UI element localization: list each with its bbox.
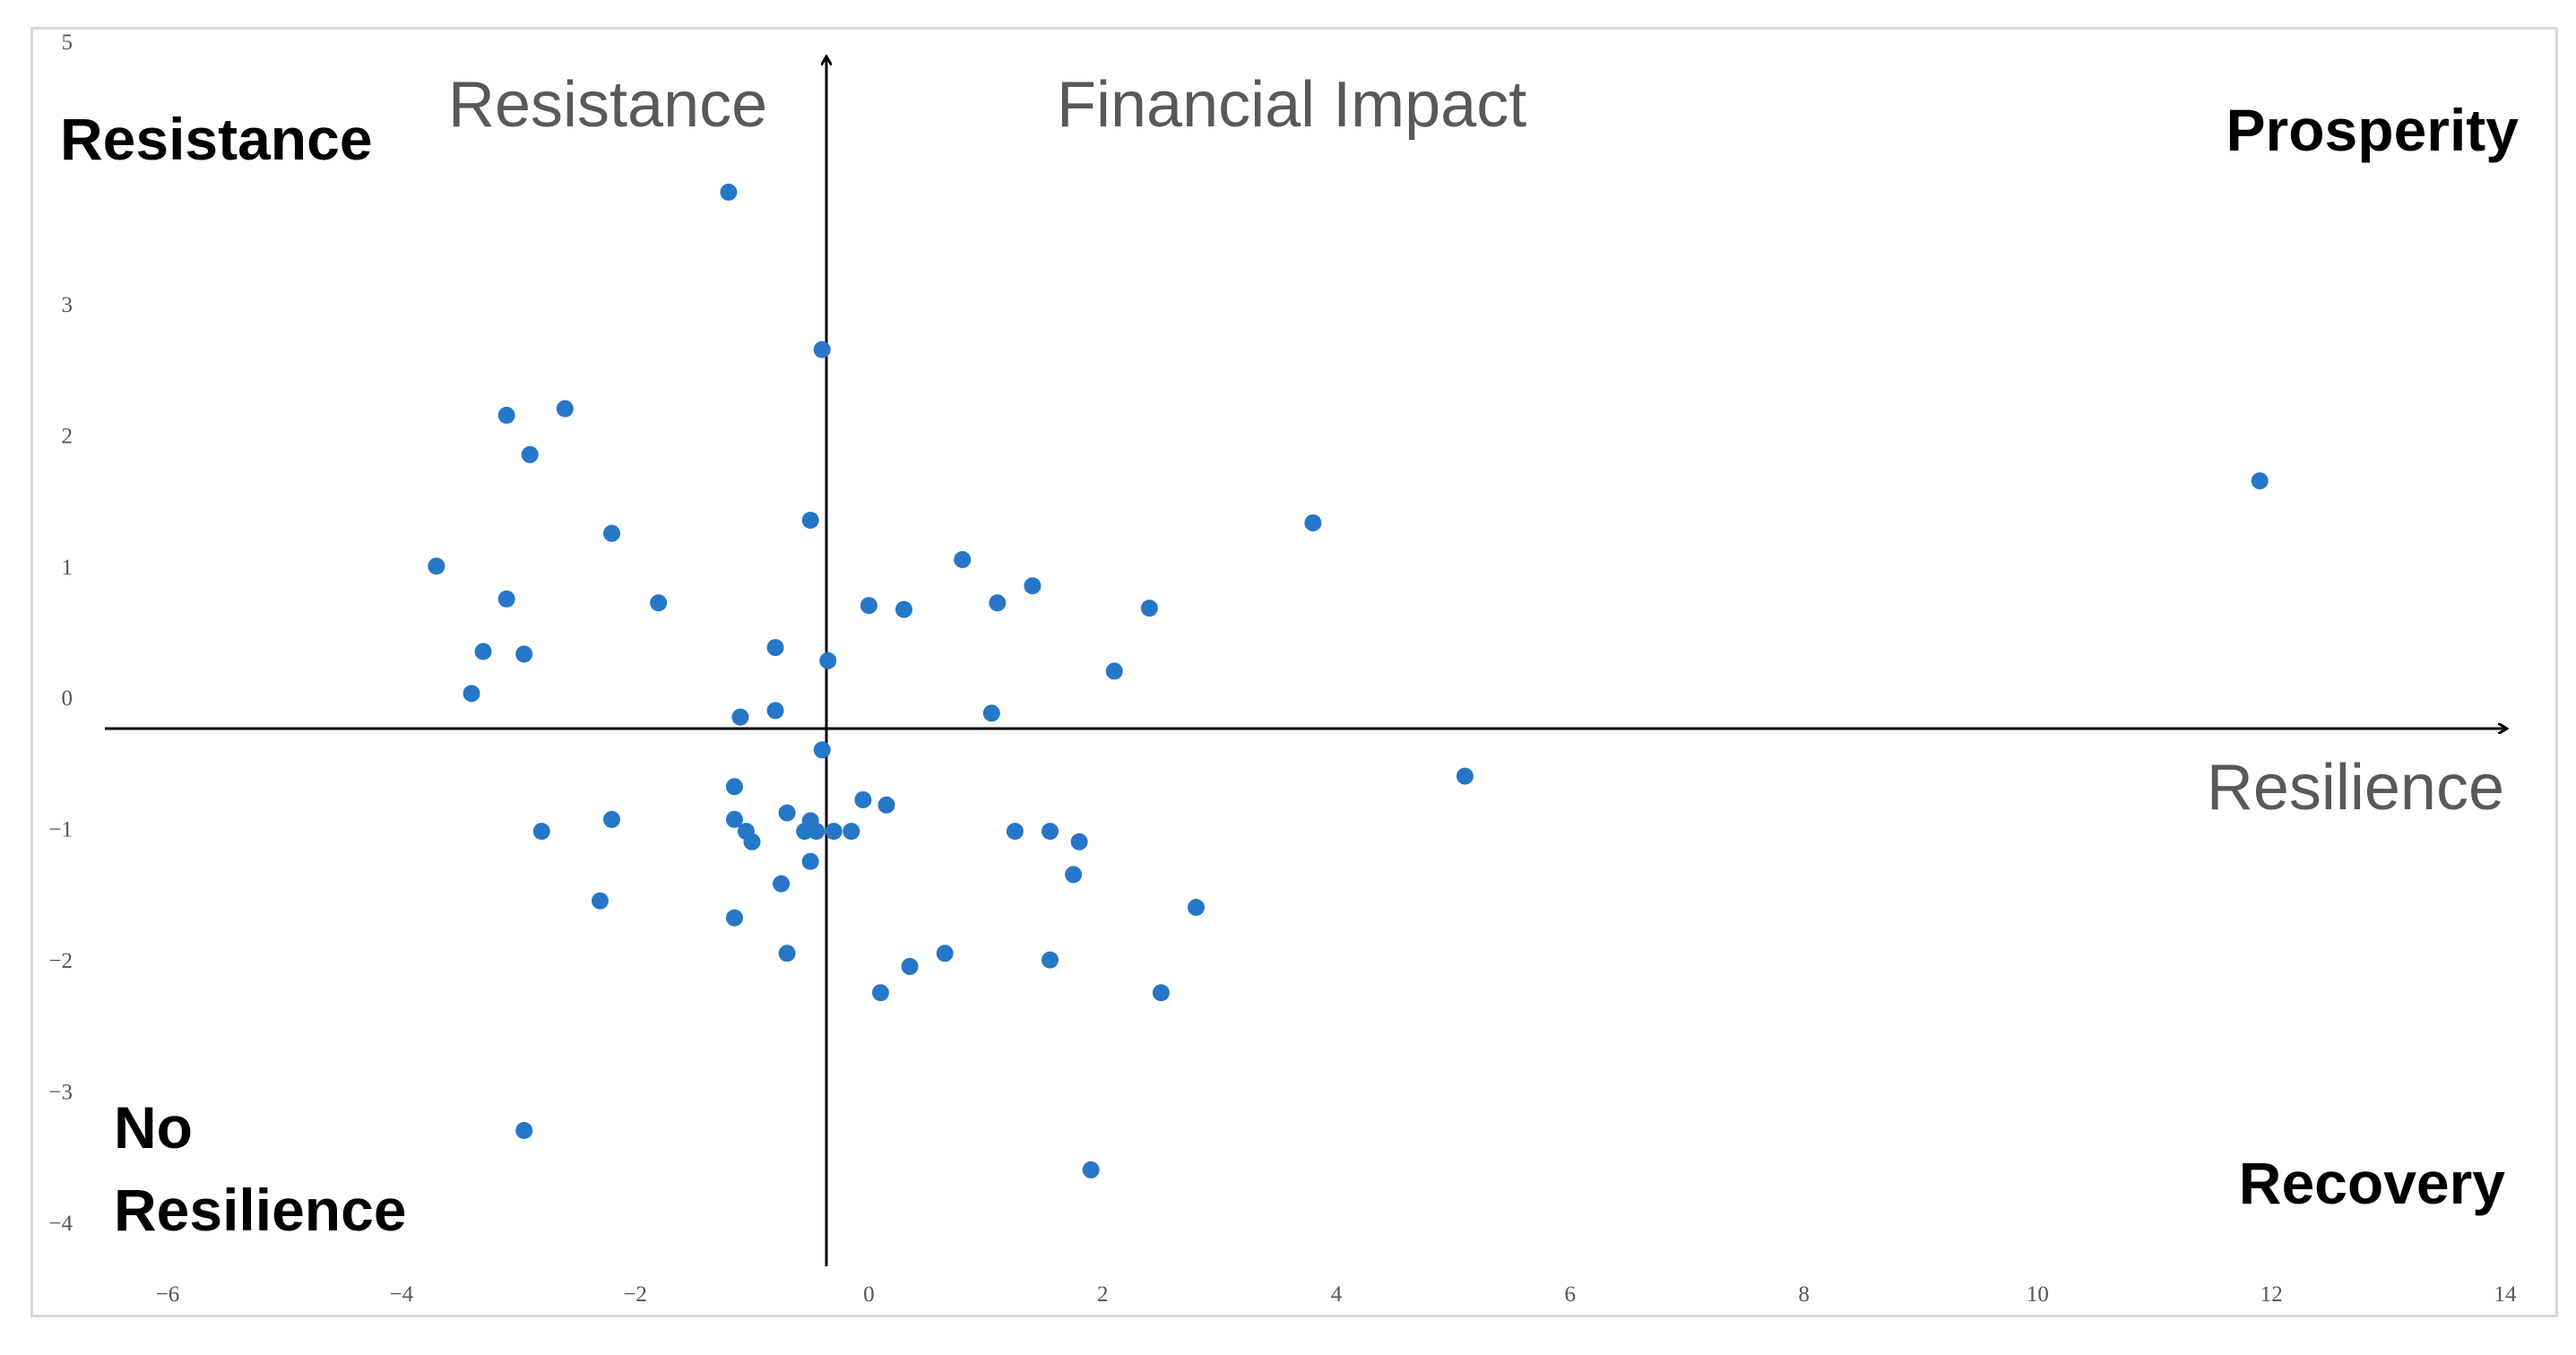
data-point	[603, 810, 621, 828]
x-axis-title: Resilience	[2207, 752, 2504, 824]
x-tick-label: 6	[1565, 1282, 1577, 1307]
x-tick-label: −2	[623, 1282, 647, 1307]
data-point	[2251, 472, 2269, 490]
data-point	[766, 639, 784, 657]
data-point	[1070, 833, 1088, 850]
quadrant-label-resilience: Resilience	[114, 1177, 407, 1243]
data-point	[819, 652, 837, 669]
data-point	[813, 341, 831, 358]
quadrant-label-no: No	[114, 1094, 193, 1161]
data-point	[515, 1121, 533, 1139]
x-tick-label: 4	[1331, 1282, 1343, 1307]
quadrant-label-recovery: Recovery	[2239, 1150, 2505, 1216]
y-tick-labels: −4 −3 −2 −1 0 1 2 3 5	[48, 30, 73, 1236]
data-point	[556, 400, 574, 418]
data-point	[954, 550, 972, 568]
data-point	[989, 594, 1007, 612]
data-point	[1105, 662, 1123, 680]
data-point	[778, 945, 796, 962]
data-point	[743, 833, 761, 850]
data-points	[428, 183, 2269, 1178]
data-point	[720, 183, 738, 201]
data-point	[1456, 767, 1474, 785]
y-tick-label: 1	[62, 556, 73, 580]
y-tick-label: −1	[48, 818, 73, 842]
data-point	[532, 823, 550, 841]
quadrant-label-resistance: Resistance	[60, 106, 373, 172]
y-tick-label: −2	[48, 949, 73, 973]
x-tick-label: 0	[863, 1282, 875, 1307]
data-point	[725, 810, 743, 828]
data-point	[1042, 951, 1059, 969]
x-tick-label: 8	[1798, 1282, 1810, 1307]
data-point	[731, 708, 749, 726]
data-point	[1006, 823, 1024, 841]
y-tick-label: 2	[62, 424, 73, 448]
data-point	[901, 957, 919, 975]
data-point	[1024, 577, 1042, 595]
x-tick-label: 14	[2494, 1282, 2518, 1307]
data-point	[603, 524, 621, 542]
data-point	[725, 909, 743, 927]
x-tick-label: 12	[2260, 1282, 2283, 1307]
chart-frame: −6 −4 −2 0 2 4 6 8 10 12 14 −4 −3 −2 −1 0 1 2 3 5 Financia…	[30, 27, 2558, 1317]
x-tick-label: −6	[156, 1282, 180, 1307]
data-point	[515, 645, 533, 663]
data-point	[778, 804, 796, 822]
data-point	[813, 741, 831, 759]
data-point	[854, 790, 872, 808]
y-tick-label: 0	[62, 686, 73, 711]
data-point	[1304, 514, 1322, 531]
data-point	[796, 823, 814, 841]
data-point	[936, 945, 954, 962]
data-point	[808, 823, 826, 841]
data-point	[591, 892, 609, 910]
data-point	[801, 852, 819, 870]
data-point	[1065, 866, 1083, 884]
data-point	[1042, 823, 1059, 841]
data-point	[1152, 984, 1170, 1002]
data-point	[982, 704, 1000, 722]
data-point	[766, 702, 784, 720]
x-tick-labels: −6 −4 −2 0 2 4 6 8 10 12 14	[156, 1282, 2517, 1307]
data-point	[497, 406, 515, 424]
data-point	[871, 984, 889, 1002]
data-point	[474, 643, 492, 660]
data-point	[1188, 899, 1206, 917]
quadrant-label-prosperity: Prosperity	[2226, 97, 2520, 163]
x-tick-label: −4	[389, 1282, 413, 1307]
data-point	[877, 796, 895, 814]
x-tick-label: 10	[2027, 1282, 2049, 1307]
data-point	[860, 597, 877, 615]
y-axis-title: Financial Impact	[1057, 69, 1526, 141]
data-point	[521, 445, 539, 463]
data-point	[462, 685, 480, 703]
y-tick-label: 5	[62, 30, 73, 55]
data-point	[895, 600, 913, 618]
data-point	[825, 823, 843, 841]
data-point	[773, 875, 791, 893]
x-tick-label: 2	[1097, 1282, 1109, 1307]
data-point	[650, 594, 668, 612]
data-point	[497, 590, 515, 608]
data-point	[801, 512, 819, 530]
annotation-resistance-small: Resistance	[448, 69, 767, 141]
y-tick-label: 3	[62, 293, 73, 317]
data-point	[843, 823, 860, 841]
data-point	[725, 778, 743, 796]
data-point	[428, 557, 445, 575]
data-point	[1140, 600, 1158, 617]
data-point	[1082, 1161, 1100, 1178]
y-tick-label: −4	[48, 1212, 73, 1236]
y-tick-label: −3	[48, 1081, 73, 1105]
